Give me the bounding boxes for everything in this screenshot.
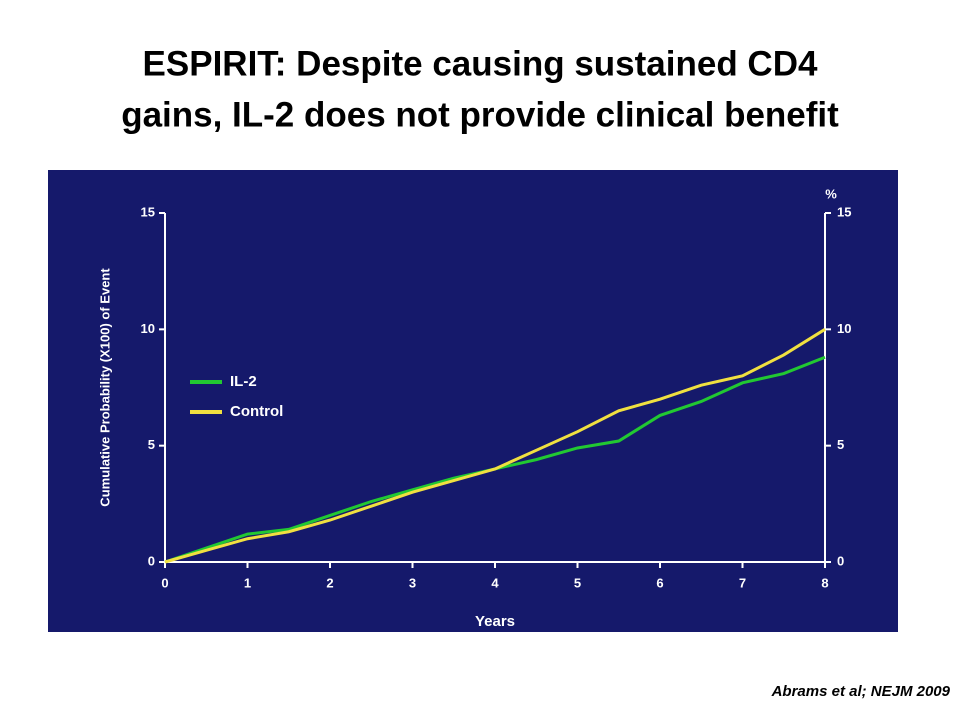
y2-tick-label: 10	[837, 321, 851, 336]
y-tick-label: 0	[148, 553, 155, 568]
y-axis-label: Cumulative Probability (X100) of Event	[97, 268, 112, 507]
title-line-1: ESPIRIT: Despite causing sustained CD4	[143, 44, 818, 83]
x-tick-label: 6	[656, 575, 663, 590]
legend-label: Control	[230, 403, 283, 420]
x-tick-label: 4	[491, 575, 499, 590]
y-tick-label: 10	[141, 321, 155, 336]
x-tick-label: 0	[161, 575, 168, 590]
y-tick-label: 5	[148, 437, 155, 452]
title-line-2: gains, IL-2 does not provide clinical be…	[121, 95, 839, 134]
y-tick-label: 15	[141, 204, 155, 219]
x-tick-label: 5	[574, 575, 581, 590]
x-tick-label: 1	[244, 575, 251, 590]
y2-tick-label: 0	[837, 553, 844, 568]
x-tick-label: 7	[739, 575, 746, 590]
x-axis-label: Years	[475, 613, 515, 630]
series-line	[164, 328, 826, 564]
y2-axis-label: %	[825, 186, 837, 201]
legend-label: IL-2	[230, 373, 257, 390]
y2-tick-label: 15	[837, 204, 851, 219]
x-tick-label: 2	[326, 575, 333, 590]
x-tick-label: 3	[409, 575, 416, 590]
chart: 0 5 10 15 0 5 10 15 0 1 2 3 4 5 6 7 8 Years Cumulative Pro…	[97, 186, 851, 630]
citation: Abrams et al; NEJM 2009	[771, 683, 951, 700]
y2-tick-label: 5	[837, 437, 844, 452]
x-tick-label: 8	[821, 575, 828, 590]
